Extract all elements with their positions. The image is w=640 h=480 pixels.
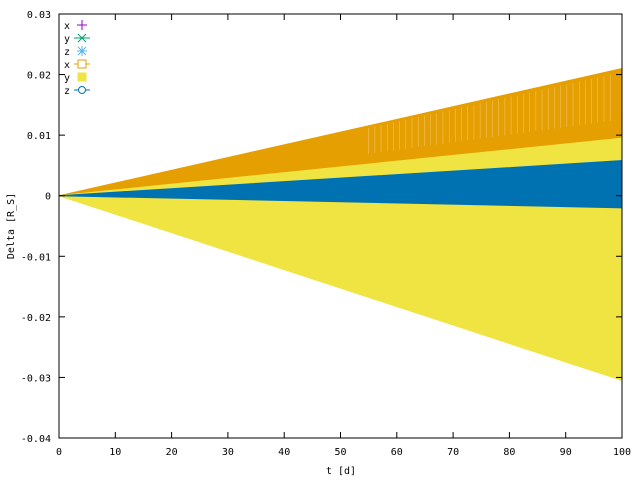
y-tick-label: 0 [45,192,51,203]
x-tick-label: 90 [560,447,572,458]
axes [58,13,623,439]
legend-marker-4 [77,72,87,82]
legend-marker-3 [74,59,90,69]
x-tick-label: 40 [278,447,290,458]
series-markers-3 [368,74,611,154]
legend-marker-5 [74,86,90,94]
tick-labels: 0 10 20 30 40 50 60 70 80 90 100 0.03 0.02 0.01 0 -0.01… [21,10,631,458]
legend-label-0: x [64,21,70,32]
legend-label-3: x [64,60,70,71]
legend-marker-2 [77,46,87,56]
y-tick-label: 0.02 [27,71,51,82]
x-tick-label: 0 [56,447,62,458]
x-tick-label: 50 [334,447,346,458]
legend-label-1: y [64,34,70,45]
y-tick-label: 0.03 [27,10,51,21]
data-bands [58,67,623,382]
x-tick-label: 20 [166,447,178,458]
y-axis-label: Delta [R_S] [6,193,17,259]
x-tick-label: 30 [222,447,234,458]
x-tick-label: 100 [613,447,631,458]
y-tick-label: 0.01 [27,131,51,142]
legend-marker-0 [77,20,87,30]
x-tick-label: 10 [109,447,121,458]
x-tick-label: 70 [447,447,459,458]
x-axis-label: t [d] [326,466,356,477]
y-tick-label: -0.01 [21,252,51,263]
legend-marker-1 [74,33,90,43]
x-tick-label: 60 [391,447,403,458]
x-tick-label: 80 [503,447,515,458]
y-tick-label: -0.04 [21,434,51,445]
y-tick-label: -0.02 [21,313,51,324]
legend-label-5: z [64,86,70,97]
legend-label-4: y [64,73,70,84]
y-tick-label: -0.03 [21,373,51,384]
legend-label-2: z [64,47,70,58]
